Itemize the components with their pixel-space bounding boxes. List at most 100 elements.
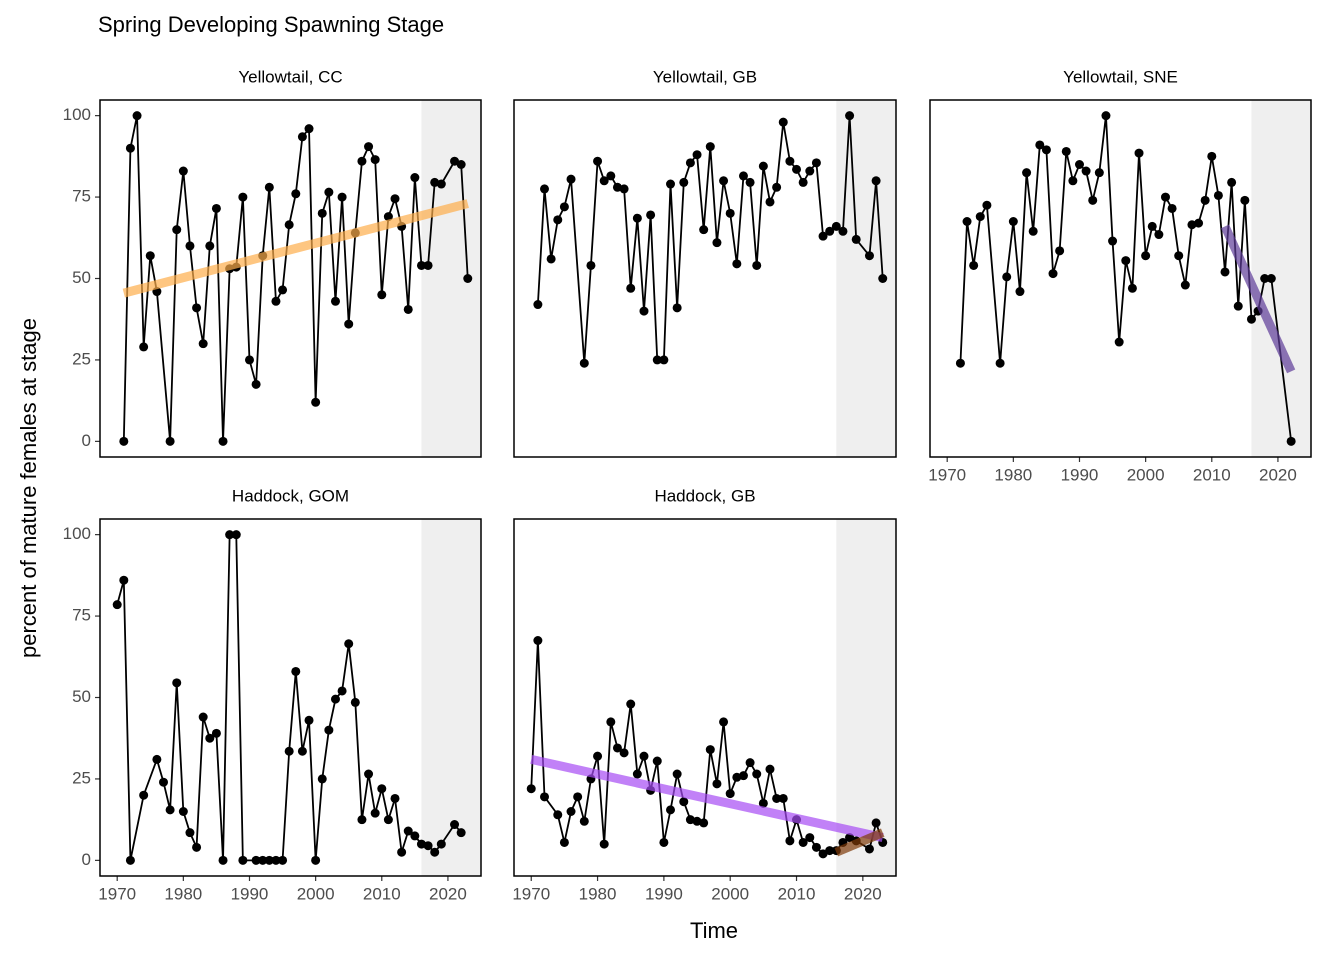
data-point <box>125 855 135 865</box>
data-point <box>632 769 642 779</box>
data-point <box>1108 236 1118 246</box>
x-tick-label: 1980 <box>164 884 202 903</box>
data-point <box>364 769 374 779</box>
x-axis-label: Time <box>690 918 738 943</box>
data-point <box>1074 159 1084 169</box>
data-point <box>752 260 762 270</box>
data-point <box>1068 176 1078 186</box>
data-point <box>344 639 354 649</box>
data-point <box>626 699 636 709</box>
data-point <box>1094 168 1104 178</box>
data-point <box>330 694 340 704</box>
data-point <box>1266 274 1276 283</box>
data-point <box>831 221 841 231</box>
data-point <box>185 828 195 838</box>
y-tick-label: 100 <box>63 105 91 124</box>
data-point <box>838 226 848 236</box>
data-point <box>579 816 589 826</box>
data-point <box>1127 283 1137 293</box>
panel-border <box>99 99 482 458</box>
data-point <box>1246 314 1256 324</box>
data-point <box>599 839 609 849</box>
data-point <box>119 436 129 446</box>
data-point <box>112 600 122 610</box>
data-point <box>758 161 768 171</box>
y-tick-label: 75 <box>72 187 91 206</box>
data-point <box>165 436 175 446</box>
data-point <box>719 717 729 727</box>
data-point <box>692 150 702 160</box>
data-point <box>463 274 473 283</box>
data-point <box>785 836 795 846</box>
data-point <box>119 575 129 585</box>
x-tick-label: 1980 <box>994 465 1032 484</box>
data-point <box>1240 195 1250 205</box>
data-point <box>211 203 221 213</box>
data-point <box>139 790 149 800</box>
data-point <box>178 807 188 817</box>
data-point <box>659 837 669 847</box>
data-point <box>125 143 135 153</box>
data-point <box>311 397 321 407</box>
data-point <box>291 189 301 199</box>
data-point <box>540 184 550 194</box>
data-point <box>383 815 393 825</box>
data-point <box>540 792 550 802</box>
data-point <box>192 842 202 852</box>
data-point <box>383 212 393 222</box>
data-point <box>962 216 972 226</box>
data-point <box>436 839 446 849</box>
data-point <box>818 231 828 241</box>
data-point <box>251 379 261 389</box>
data-point <box>593 156 603 166</box>
data-point <box>825 226 835 236</box>
data-point <box>1041 145 1051 155</box>
x-tick-label: 1990 <box>231 884 269 903</box>
y-axis-label: percent of mature females at stage <box>16 318 41 658</box>
data-point <box>566 174 576 184</box>
data-point <box>330 296 340 306</box>
data-point <box>1008 216 1018 226</box>
data-point <box>317 208 327 218</box>
data-point <box>350 697 360 707</box>
shade-region <box>836 519 896 876</box>
data-point <box>719 176 729 186</box>
data-point <box>553 810 563 820</box>
data-point <box>284 746 294 756</box>
x-tick-label: 2020 <box>1259 465 1297 484</box>
data-point <box>337 686 347 696</box>
data-point <box>397 847 407 857</box>
x-tick-label: 1970 <box>98 884 136 903</box>
data-point <box>672 769 682 779</box>
panel-border <box>513 518 897 877</box>
data-point <box>377 290 387 300</box>
x-tick-label: 1990 <box>645 884 683 903</box>
x-tick-label: 1980 <box>579 884 617 903</box>
data-point <box>685 158 695 168</box>
data-point <box>370 808 380 818</box>
data-point <box>1220 267 1230 277</box>
data-point <box>251 855 261 865</box>
data-point <box>652 355 662 365</box>
panel-title: Yellowtail, SNE <box>1063 67 1178 86</box>
y-tick-label: 50 <box>72 687 91 706</box>
data-point <box>456 828 466 838</box>
data-point <box>612 743 622 753</box>
data-point <box>337 192 347 202</box>
data-point <box>436 179 446 189</box>
data-point <box>410 173 420 183</box>
data-point <box>377 784 387 794</box>
data-point <box>553 215 563 225</box>
data-point <box>646 210 656 220</box>
data-point <box>1048 269 1058 279</box>
data-point <box>982 200 992 210</box>
data-point <box>317 774 327 784</box>
data-point <box>745 758 755 768</box>
data-point <box>1194 218 1204 228</box>
y-tick-label: 100 <box>63 524 91 543</box>
data-point <box>805 833 815 843</box>
data-point <box>1055 246 1065 256</box>
data-point <box>1061 146 1071 156</box>
data-point <box>456 159 466 169</box>
data-point <box>712 238 722 248</box>
